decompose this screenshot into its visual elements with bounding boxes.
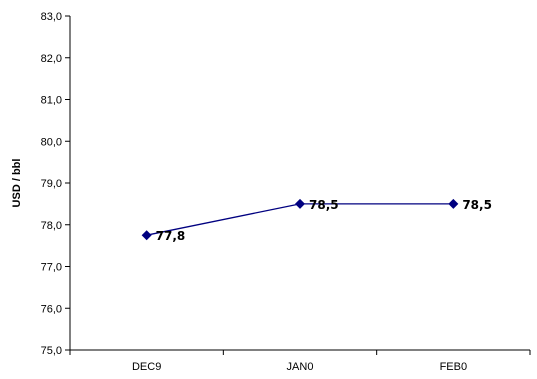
x-tick-label: FEB0 <box>440 361 468 373</box>
y-tick-label: 77,0 <box>41 262 62 274</box>
x-axis-ticks: DEC9 JAN0 FEB0 <box>69 350 531 373</box>
data-point-marker <box>448 198 459 209</box>
y-tick-label: 80,0 <box>41 136 62 148</box>
x-tick-label: JAN0 <box>287 361 314 373</box>
y-tick-label: 78,0 <box>41 220 62 232</box>
y-axis-ticks: 75,0 76,0 77,0 78,0 79,0 80,0 81,0 82,0 83,0 <box>41 11 70 357</box>
y-tick-label: 76,0 <box>41 303 62 315</box>
y-tick-label: 79,0 <box>41 178 62 190</box>
y-tick-label: 82,0 <box>41 53 62 65</box>
y-tick-label: 75,0 <box>41 345 62 357</box>
data-labels: 77,8 78,5 78,5 <box>156 198 492 243</box>
y-tick-label: 81,0 <box>41 95 62 107</box>
y-axis-label: USD / bbl <box>11 159 23 208</box>
data-point-marker <box>295 198 305 209</box>
axes <box>69 16 530 351</box>
x-tick-label: DEC9 <box>132 361 161 373</box>
data-point-marker <box>141 230 152 241</box>
data-label: 78,5 <box>309 198 339 212</box>
y-tick-label: 83,0 <box>41 11 62 23</box>
data-points <box>141 198 459 241</box>
data-label: 77,8 <box>156 229 186 243</box>
data-label: 78,5 <box>462 198 492 212</box>
